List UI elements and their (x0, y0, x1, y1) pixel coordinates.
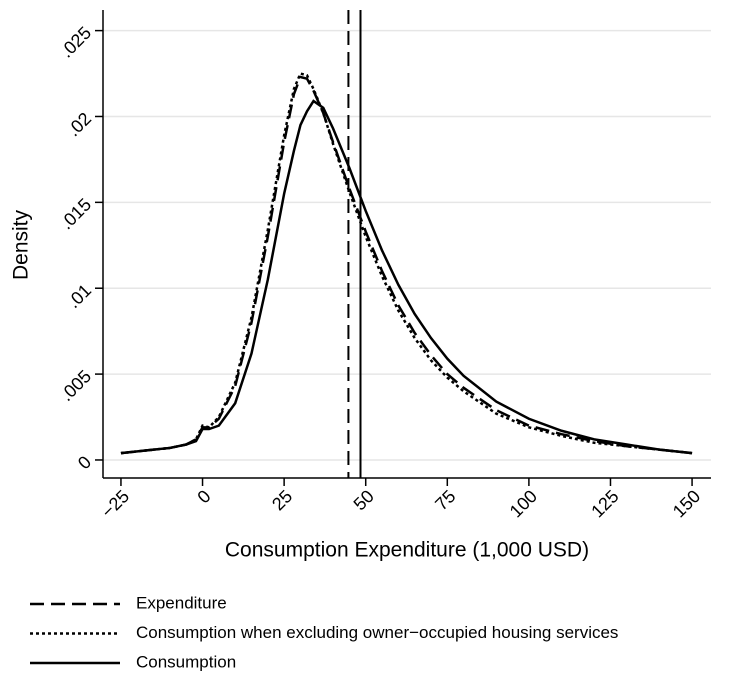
x-axis-title: Consumption Expenditure (1,000 USD) (225, 539, 589, 562)
y-axis-title: Density (10, 209, 33, 280)
x-tick-label: 100 (506, 486, 541, 521)
y-tick-label: .015 (56, 194, 95, 233)
y-tick-label: 0 (74, 452, 95, 473)
density-line (120, 99, 693, 455)
x-tick-label: 75 (431, 486, 459, 514)
legend-label: Expenditure (136, 593, 227, 612)
y-tick-label: .02 (63, 109, 95, 141)
density-line (120, 75, 693, 455)
legend-label: Consumption when excluding owner−occupie… (136, 623, 618, 642)
x-tick-label: 0 (194, 486, 215, 507)
y-tick-label: .01 (63, 280, 95, 312)
x-tick-label: 150 (669, 486, 704, 521)
x-tick-label: 125 (587, 486, 622, 521)
density-line (120, 72, 693, 455)
x-tick-label: 50 (350, 486, 378, 514)
y-tick-label: .005 (56, 366, 95, 405)
x-tick-label: 25 (268, 486, 296, 514)
y-tick-label: .025 (56, 23, 95, 62)
legend-label: Consumption (136, 652, 236, 671)
x-tick-label: −25 (97, 486, 133, 522)
